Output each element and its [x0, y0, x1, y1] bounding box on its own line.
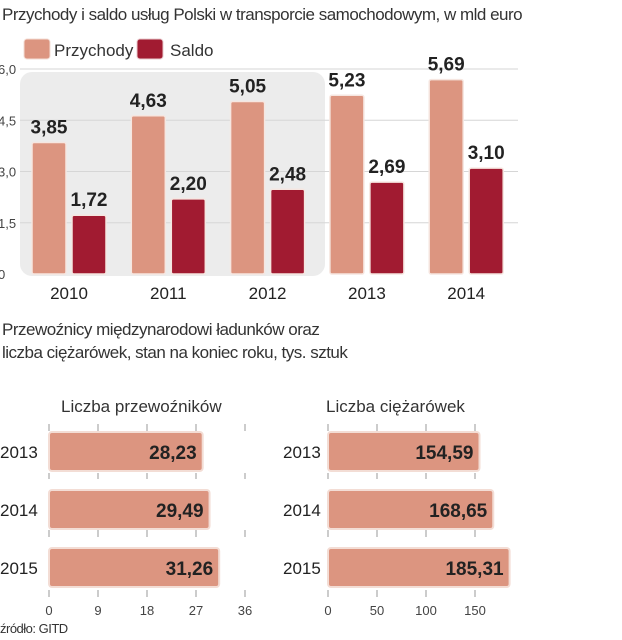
bar-przychody [329, 94, 365, 275]
data-label: 154,59 [415, 443, 473, 464]
subtitle-line-2: liczba ciężarówek, stan na koniec roku, … [2, 343, 348, 362]
x-tick-label: 100 [415, 603, 437, 618]
data-label: 31,26 [166, 559, 214, 580]
bar-saldo [170, 198, 207, 275]
y-tick-label: 1,5 [0, 216, 16, 231]
y-category-label: 2013 [0, 443, 38, 462]
y-tick-label: 6,0 [0, 62, 16, 77]
data-label: 185,31 [445, 559, 504, 580]
data-label: 28,23 [149, 443, 197, 464]
y-category-label: 2014 [0, 501, 38, 520]
bar-przychody [428, 78, 464, 275]
data-label: 5,69 [428, 55, 465, 76]
data-label: 1,72 [71, 190, 108, 211]
x-tick-label: 2010 [50, 284, 88, 303]
x-tick-label: 9 [94, 603, 101, 618]
y-category-label: 2015 [283, 559, 321, 578]
x-tick-label: 150 [464, 603, 486, 618]
data-label: 5,05 [229, 76, 266, 97]
data-label: 168,65 [429, 501, 488, 522]
x-tick-label: 2013 [348, 284, 386, 303]
legend-swatch-saldo [136, 38, 164, 60]
bar-przychody [31, 141, 67, 275]
panel-title: Liczba przewoźników [61, 397, 222, 416]
source-note: źródło: GITD [0, 621, 68, 636]
data-label: 5,23 [328, 70, 365, 91]
data-label: 2,48 [269, 164, 306, 185]
data-label: 29,49 [156, 501, 204, 522]
x-tick-label: 27 [189, 603, 203, 618]
legend-label-przychody: Przychody [54, 41, 134, 60]
bar-saldo [369, 181, 405, 275]
bar-przychody [130, 115, 167, 275]
x-tick-label: 50 [370, 603, 384, 618]
panel-title: Liczba ciężarówek [326, 397, 465, 416]
bar [327, 547, 511, 588]
x-tick-label: 0 [324, 603, 331, 618]
y-tick-label: 4,5 [0, 113, 16, 128]
legend-swatch-przychody [23, 38, 51, 60]
data-label: 3,85 [31, 117, 68, 138]
bar [327, 431, 481, 472]
bar-saldo [468, 167, 504, 275]
x-tick-label: 0 [45, 603, 52, 618]
bar [327, 489, 495, 530]
y-category-label: 2013 [283, 443, 321, 462]
data-label: 3,10 [468, 143, 505, 164]
subtitle-line-1: Przewoźnicy międzynarodowi ładunków oraz [2, 320, 320, 339]
bar-przychody [229, 100, 266, 275]
data-label: 4,63 [130, 91, 167, 112]
y-tick-label: 0 [0, 267, 5, 282]
x-tick-label: 2014 [447, 284, 485, 303]
x-tick-label: 18 [140, 603, 154, 618]
bar-saldo [269, 188, 306, 275]
x-tick-label: 2011 [150, 284, 187, 303]
bar [48, 547, 221, 588]
bar [48, 431, 204, 472]
legend-label-saldo: Saldo [170, 41, 213, 60]
bar [48, 489, 211, 530]
x-tick-label: 2012 [249, 284, 287, 303]
data-label: 2,69 [368, 157, 405, 178]
x-tick-label: 36 [238, 603, 252, 618]
data-label: 2,20 [170, 174, 207, 195]
y-tick-label: 3,0 [0, 165, 16, 180]
y-category-label: 2015 [0, 559, 38, 578]
chart-title: Przychody i saldo usług Polski w transpo… [2, 5, 523, 24]
y-category-label: 2014 [283, 501, 321, 520]
bar-saldo [71, 214, 107, 275]
